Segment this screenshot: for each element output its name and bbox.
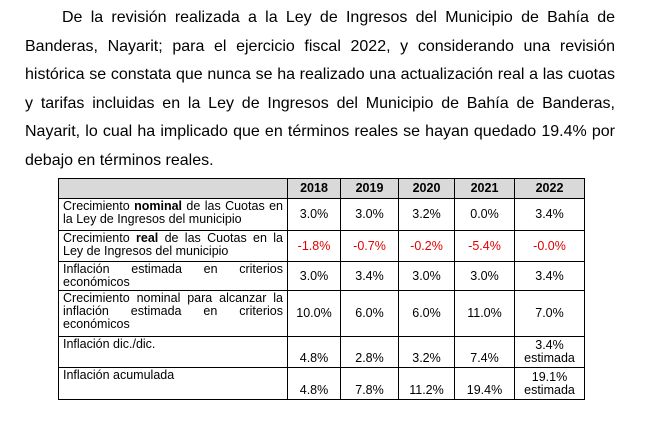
table-row: Inflación acumulada 4.8% 7.8% 11.2% 19.4% 19.…	[58, 367, 585, 400]
row-label: Inflación dic./dic.	[58, 336, 288, 368]
value-cell: -5.4%	[454, 230, 515, 262]
label-text: Inflación estimada en criterios económic…	[63, 262, 283, 289]
table-row: Inflación estimada en criterios económic…	[58, 261, 585, 291]
row-label: Crecimiento real de las Cuotas en la Ley…	[58, 230, 288, 262]
value-cell: 10.0%	[287, 290, 341, 337]
row-label: Crecimiento nominal para alcanzar la inf…	[58, 290, 288, 337]
label-text: Inflación acumulada	[63, 368, 175, 382]
value-cell: 3.2%	[398, 198, 455, 231]
value-cell: 7.4%	[454, 336, 515, 368]
table-row: Crecimiento nominal de las Cuotas en la …	[58, 198, 585, 231]
value-cell: 3.2%	[398, 336, 455, 368]
year-header: 2018	[287, 178, 341, 199]
year-header: 2020	[398, 178, 455, 199]
label-bold: nominal	[134, 199, 183, 213]
value-cell: 3.4%	[514, 198, 585, 231]
value-cell: 3.0%	[454, 261, 515, 291]
year-header: 2022	[514, 178, 585, 199]
value-cell: 3.4% estimada	[514, 336, 585, 368]
header-blank	[58, 178, 288, 199]
value-cell: 3.0%	[287, 198, 341, 231]
value-cell: 3.0%	[398, 261, 455, 291]
value-cell: 3.4%	[514, 261, 585, 291]
value-cell: 0.0%	[454, 198, 515, 231]
header-row: 2018 2019 2020 2021 2022	[58, 178, 585, 199]
label-text: Crecimiento nominal para alcanzar la inf…	[63, 291, 283, 331]
value-cell: 19.4%	[454, 367, 515, 400]
value-cell: 11.0%	[454, 290, 515, 337]
table-row: Crecimiento nominal para alcanzar la inf…	[58, 290, 585, 337]
value-cell: 11.2%	[398, 367, 455, 400]
row-label: Inflación acumulada	[58, 367, 288, 400]
label-text: Crecimiento	[63, 199, 135, 213]
label-text: de las Cuotas en la Ley de Ingresos del …	[63, 231, 283, 258]
value-cell: 4.8%	[287, 336, 341, 368]
value-cell: 4.8%	[287, 367, 341, 400]
row-label: Crecimiento nominal de las Cuotas en la …	[58, 198, 288, 231]
value-cell: 2.8%	[340, 336, 399, 368]
value-cell: 3.0%	[340, 198, 399, 231]
value-cell: 6.0%	[398, 290, 455, 337]
value-cell: -1.8%	[287, 230, 341, 262]
table-row: Crecimiento real de las Cuotas en la Ley…	[58, 230, 585, 262]
value-cell: -0.7%	[340, 230, 399, 262]
value-cell: 7.0%	[514, 290, 585, 337]
value-cell: 6.0%	[340, 290, 399, 337]
data-table: 2018 2019 2020 2021 2022 Crecimiento nominal…	[58, 178, 585, 400]
value-cell: 3.4%	[340, 261, 399, 291]
label-text: Crecimiento	[63, 231, 137, 245]
table-row: Inflación dic./dic. 4.8% 2.8% 3.2% 7.4% 3.4% …	[58, 336, 585, 368]
year-header: 2019	[340, 178, 399, 199]
label-text: de las Cuotas en la Ley de Ingresos del …	[63, 199, 283, 226]
year-header: 2021	[454, 178, 515, 199]
value-cell: 19.1% estimada	[514, 367, 585, 400]
label-text: Inflación dic./dic.	[63, 337, 156, 351]
value-cell: -0.2%	[398, 230, 455, 262]
label-bold: real	[136, 231, 159, 245]
row-label: Inflación estimada en criterios económic…	[58, 261, 288, 291]
paragraph: De la revisión realizada a la Ley de Ing…	[25, 9, 615, 169]
value-cell: 7.8%	[340, 367, 399, 400]
value-cell: 3.0%	[287, 261, 341, 291]
value-cell: -0.0%	[514, 230, 585, 262]
